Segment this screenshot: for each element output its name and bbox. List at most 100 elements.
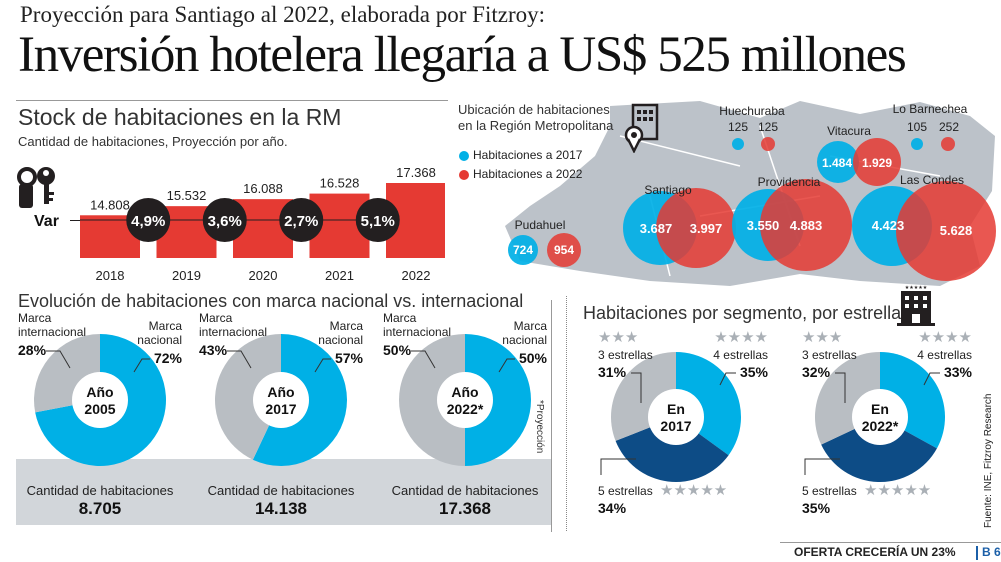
leader-5-estrellas xyxy=(600,458,636,475)
label-nacional: Marca xyxy=(514,319,548,333)
label-internacional: Marca xyxy=(383,311,417,325)
variation-label: 5,1% xyxy=(361,213,395,230)
pie-slice-4-estrellas xyxy=(676,352,741,456)
legend-2022-label: Habitaciones a 2022 xyxy=(473,167,583,181)
label-3-estrellas: 3 estrellas xyxy=(598,348,653,362)
label-4-estrellas: 4 estrellas xyxy=(917,348,972,362)
comuna-name: Pudahuel xyxy=(515,218,566,232)
variation-circle xyxy=(126,198,171,242)
bubble-2022 xyxy=(656,188,736,268)
stock-year-label: 2021 xyxy=(325,268,354,283)
pct-internacional: 28% xyxy=(18,342,47,358)
bubble-2022-label: 3.997 xyxy=(690,221,723,236)
stock-year-label: 2019 xyxy=(172,268,201,283)
leader-internacional xyxy=(46,350,71,369)
stock-bar-value: 16.528 xyxy=(320,176,360,191)
stars-5-icon: ★★★★★ xyxy=(660,481,727,499)
pie-center-label: Año xyxy=(267,384,294,400)
footer-rule xyxy=(780,542,1001,543)
bubble-2017-label: 3.687 xyxy=(640,221,673,236)
var-leader xyxy=(70,220,80,221)
leader-internacional xyxy=(227,350,252,369)
cantidad-value: 17.368 xyxy=(439,499,491,518)
footer-text: OFERTA CRECERÍA UN 23% xyxy=(794,545,956,559)
page-number: B 6 xyxy=(982,545,1001,559)
stock-bar-value: 15.532 xyxy=(167,188,207,203)
divider xyxy=(16,100,448,101)
label-internacional: internacional xyxy=(383,325,451,339)
pct-internacional: 43% xyxy=(199,342,228,358)
label-nacional: Marca xyxy=(149,319,183,333)
leader-nacional xyxy=(314,358,331,373)
pie-center-label: 2017 xyxy=(660,418,691,434)
pie-center-label: Año xyxy=(86,384,113,400)
comuna-name: Lo Barnechea xyxy=(893,102,968,116)
bubble-2017-label: 125 xyxy=(728,120,748,134)
leader-4-estrellas xyxy=(923,372,940,386)
comuna-name: Huechuraba xyxy=(719,104,785,118)
bubble-2017-label: 4.423 xyxy=(872,218,905,233)
bubble-2017 xyxy=(732,138,744,150)
bubble-2017 xyxy=(508,235,538,265)
variation-label: 4,9% xyxy=(131,213,165,230)
pie-slice-5-estrellas xyxy=(615,417,729,482)
bubble-2022-label: 125 xyxy=(758,120,778,134)
stock-bar-value: 17.368 xyxy=(396,165,436,180)
bubble-2017 xyxy=(911,138,923,150)
fuente: Fuente: INE, Fitzroy Research xyxy=(983,393,994,529)
bubble-2017 xyxy=(817,141,859,183)
variation-circle xyxy=(355,198,400,242)
hotel-location-icon xyxy=(623,103,667,158)
cantidad-label: Cantidad de habitaciones xyxy=(392,483,539,498)
label-4-estrellas: 4 estrellas xyxy=(713,348,768,362)
map-title: Ubicación de habitaciones en la Región M… xyxy=(458,102,614,133)
legend-2017-dot xyxy=(459,151,469,161)
bubble-2022-label: 954 xyxy=(554,243,574,257)
label-internacional: Marca xyxy=(18,311,52,325)
stock-year-label: 2020 xyxy=(249,268,278,283)
vertical-divider xyxy=(551,300,552,532)
variation-circle xyxy=(202,198,247,242)
legend-2017-label: Habitaciones a 2017 xyxy=(473,148,583,162)
pie-slice-internacional xyxy=(399,334,465,466)
bubble-2017-label: 105 xyxy=(907,120,927,134)
bubble-2022 xyxy=(853,138,901,186)
variation-circle xyxy=(279,198,324,242)
stars-3-icon: ★★★ xyxy=(802,328,842,346)
pie-center xyxy=(72,372,128,428)
leader-internacional xyxy=(411,350,436,369)
stock-year-label: 2022 xyxy=(402,268,431,283)
pie-center-label: 2022* xyxy=(447,401,484,417)
comuna-name: Vitacura xyxy=(827,124,871,138)
stock-bar-value: 14.808 xyxy=(90,197,130,212)
label-nacional: nacional xyxy=(318,333,363,347)
label-5-estrellas: 5 estrellas xyxy=(802,484,857,498)
pct-4-estrellas: 33% xyxy=(944,364,973,380)
leader-nacional xyxy=(498,358,515,373)
marca-title: Evolución de habitaciones con marca naci… xyxy=(18,291,524,311)
bubble-2022 xyxy=(760,179,852,271)
label-5-estrellas: 5 estrellas xyxy=(598,484,653,498)
pie-center-label: 2005 xyxy=(84,401,115,417)
pct-internacional: 50% xyxy=(383,342,412,358)
cantidad-label: Cantidad de habitaciones xyxy=(208,483,355,498)
stock-year-label: 2018 xyxy=(96,268,125,283)
variation-label: 2,7% xyxy=(284,213,318,230)
pie-center-label: 2017 xyxy=(265,401,296,417)
bubble-2017-label: 724 xyxy=(513,243,533,257)
pie-center xyxy=(253,372,309,428)
leader-nacional xyxy=(133,358,150,373)
stars-5-icon: ★★★★★ xyxy=(864,481,931,499)
pie-slice-nacional xyxy=(465,334,531,466)
segmento-title: Habitaciones por segmento, por estrellas… xyxy=(583,303,918,323)
pct-nacional: 50% xyxy=(519,350,548,366)
hotel-building-icon: ★★★★★ xyxy=(895,283,937,332)
bubble-2022 xyxy=(547,233,581,267)
pie-center xyxy=(437,372,493,428)
label-nacional: Marca xyxy=(330,319,364,333)
label-nacional: nacional xyxy=(502,333,547,347)
bubble-2022 xyxy=(896,181,996,281)
stars-3-icon: ★★★ xyxy=(598,328,638,346)
bubble-2022-label: 1.929 xyxy=(862,156,892,170)
